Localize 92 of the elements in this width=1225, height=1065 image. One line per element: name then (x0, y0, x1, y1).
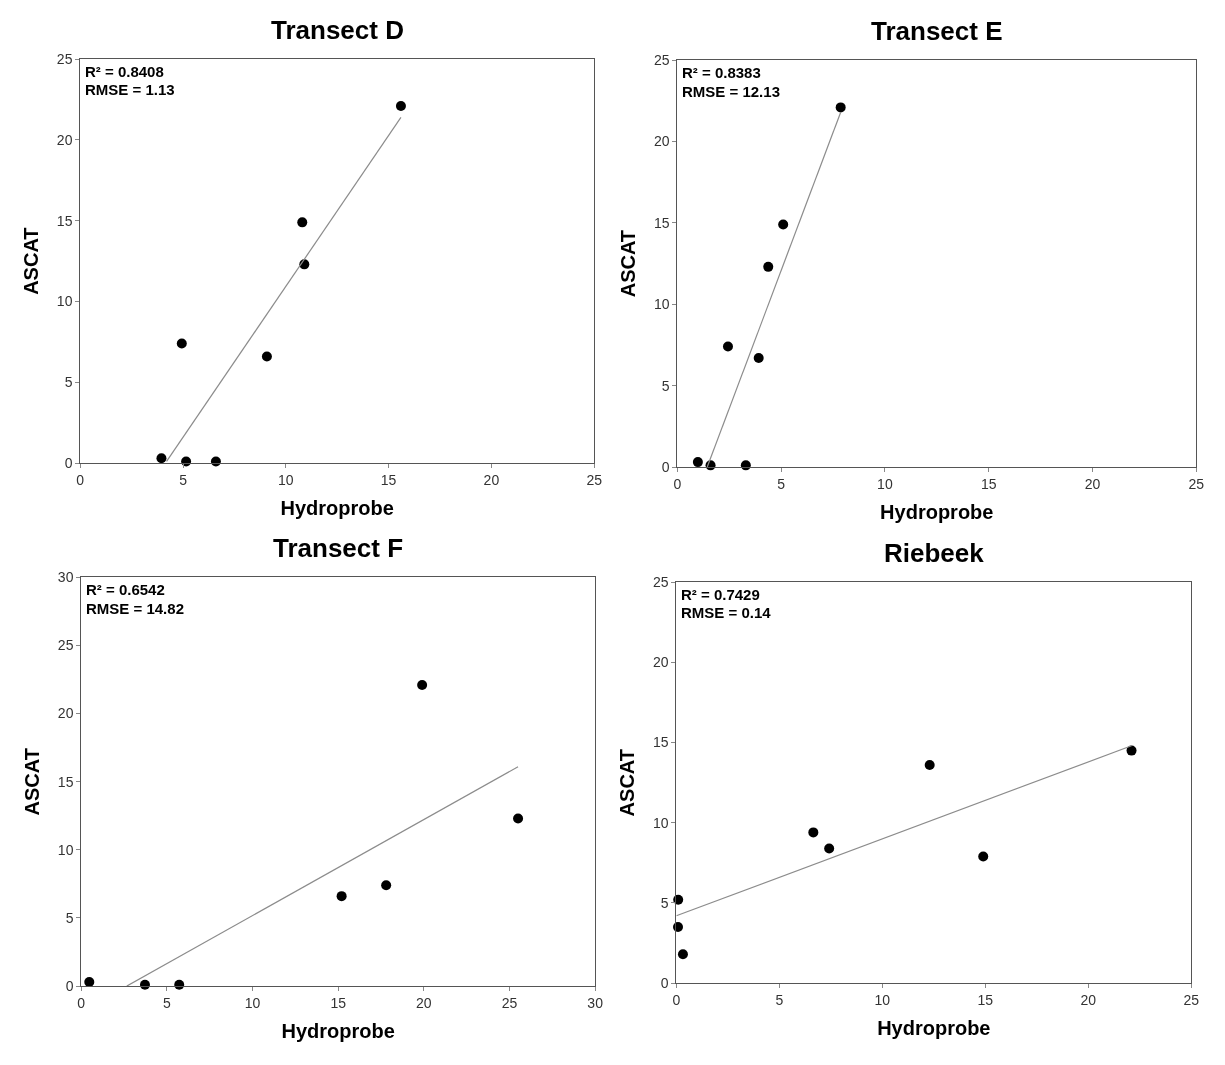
x-tick-label: 10 (244, 994, 261, 1011)
y-tick-label: 20 (653, 133, 670, 150)
point (677, 949, 688, 960)
annotation: R² = 0.8383 (682, 64, 761, 81)
x-tick-label: 0 (76, 471, 85, 488)
y-tick-label: 25 (653, 52, 670, 69)
y-tick-label: 20 (652, 654, 669, 671)
x-axis-title: Hydroprobe (880, 501, 994, 524)
x-axis-title: Hydroprobe (281, 1020, 395, 1043)
y-tick-label: 20 (56, 131, 73, 148)
x-tick-label: 5 (162, 994, 171, 1011)
point (513, 813, 524, 824)
point (261, 351, 272, 362)
y-axis-title: ASCAT (20, 227, 43, 295)
x-tick-label: 10 (874, 991, 891, 1008)
x-tick-label: 10 (278, 471, 294, 488)
x-tick-label: 25 (501, 994, 518, 1011)
point (763, 261, 774, 272)
y-tick-label: 5 (64, 374, 73, 391)
point (417, 679, 428, 690)
y-tick-label: 5 (661, 377, 670, 394)
y-tick-label: 0 (64, 454, 73, 471)
point (692, 457, 703, 468)
point (381, 880, 392, 891)
x-tick-label: 5 (775, 991, 784, 1008)
x-tick-label: 0 (672, 991, 681, 1008)
chart-title: Transect D (271, 15, 404, 45)
point (176, 338, 187, 349)
annotation: RMSE = 1.13 (85, 81, 175, 98)
x-tick-label: 15 (330, 994, 347, 1011)
y-tick-label: 15 (652, 734, 669, 751)
y-tick-label: 5 (660, 894, 669, 911)
point (753, 352, 764, 363)
y-tick-label: 25 (652, 574, 669, 591)
x-tick-label: 15 (380, 471, 397, 488)
x-tick-label: 20 (1084, 475, 1101, 492)
x-tick-label: 30 (587, 994, 604, 1011)
x-tick-label: 15 (977, 991, 994, 1008)
annotation: RMSE = 0.14 (681, 604, 772, 621)
y-axis-title: ASCAT (616, 748, 639, 817)
annotation: R² = 0.8408 (85, 63, 164, 80)
y-tick-label: 10 (653, 296, 670, 313)
y-tick-label: 0 (660, 975, 669, 992)
point (835, 102, 846, 113)
x-tick-label: 25 (586, 471, 603, 488)
chart-title: Transect E (871, 16, 1003, 46)
y-axis-title: ASCAT (21, 748, 44, 816)
point (722, 341, 733, 352)
point (336, 891, 347, 902)
x-tick-label: 5 (179, 471, 188, 488)
y-tick-label: 5 (65, 909, 74, 926)
x-tick-label: 25 (1188, 475, 1205, 492)
x-axis-title: Hydroprobe (280, 497, 394, 520)
chart-title: Riebeek (884, 538, 985, 568)
point (156, 453, 167, 464)
x-axis-title: Hydroprobe (877, 1017, 991, 1040)
x-tick-label: 5 (777, 475, 786, 492)
y-tick-label: 10 (56, 293, 73, 310)
x-tick-label: 10 (877, 475, 893, 492)
annotation: RMSE = 12.13 (682, 83, 780, 100)
y-tick-label: 15 (57, 773, 74, 790)
y-tick-label: 15 (653, 214, 670, 231)
point (824, 843, 835, 854)
point (84, 977, 95, 987)
y-tick-label: 25 (57, 637, 74, 654)
point (297, 217, 308, 228)
y-axis-title: ASCAT (617, 229, 640, 298)
y-tick-label: 10 (652, 814, 669, 831)
point (924, 760, 935, 771)
x-tick-label: 20 (483, 471, 500, 488)
point (778, 219, 789, 230)
point (978, 851, 989, 862)
y-tick-label: 10 (57, 841, 74, 858)
y-tick-label: 20 (57, 705, 74, 722)
y-tick-label: 25 (56, 51, 73, 68)
chart-title: Transect F (273, 533, 404, 563)
annotation: R² = 0.6542 (86, 581, 165, 598)
x-tick-label: 15 (980, 475, 997, 492)
x-tick-label: 20 (416, 994, 432, 1011)
point (673, 922, 683, 932)
x-tick-label: 0 (673, 475, 682, 492)
point (395, 101, 406, 112)
y-tick-label: 15 (56, 212, 73, 229)
annotation: RMSE = 14.82 (86, 600, 184, 617)
x-tick-label: 0 (77, 994, 86, 1011)
y-tick-label: 30 (57, 569, 74, 586)
y-tick-label: 0 (65, 977, 74, 994)
y-tick-label: 0 (661, 458, 670, 475)
annotation: R² = 0.7429 (681, 586, 760, 603)
x-tick-label: 25 (1183, 991, 1200, 1008)
x-tick-label: 20 (1080, 991, 1097, 1008)
point (808, 827, 819, 838)
